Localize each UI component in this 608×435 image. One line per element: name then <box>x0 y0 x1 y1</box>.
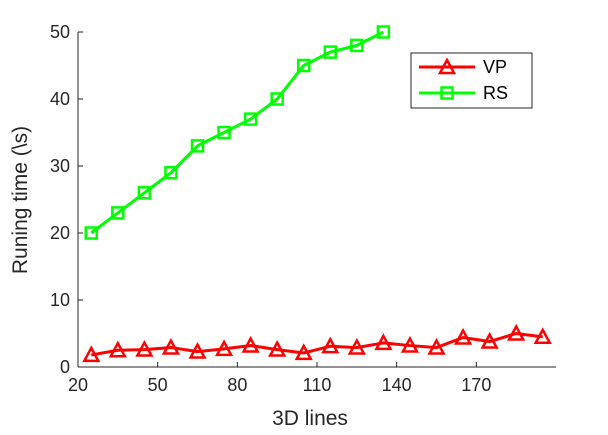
data-point <box>164 165 178 180</box>
series-line <box>90 30 385 235</box>
y-tick-label: 30 <box>50 156 70 176</box>
data-point <box>296 58 311 73</box>
x-tick-label: 110 <box>303 375 332 395</box>
data-point <box>241 335 260 353</box>
data-point <box>323 45 338 59</box>
legend-box <box>410 52 533 109</box>
data-point <box>400 335 420 353</box>
x-tick-label: 80 <box>227 375 247 395</box>
y-tick-label: 20 <box>50 223 70 243</box>
data-point <box>84 226 99 240</box>
data-point <box>270 92 284 106</box>
data-point <box>188 341 207 359</box>
y-tick-label: 40 <box>50 89 70 109</box>
data-point <box>480 331 499 349</box>
x-tick-label: 140 <box>382 375 412 395</box>
data-point <box>190 139 205 153</box>
data-point <box>214 339 234 357</box>
data-point <box>268 339 287 357</box>
data-point <box>427 337 446 355</box>
y-tick-label: 10 <box>50 290 70 310</box>
data-point <box>111 206 125 220</box>
data-point <box>533 327 552 345</box>
data-point <box>108 340 127 358</box>
data-point <box>294 343 313 361</box>
data-point <box>217 125 231 140</box>
data-point <box>243 112 258 126</box>
legend: VP RS <box>410 52 533 109</box>
legend-marker <box>437 57 457 75</box>
series-rs <box>84 25 391 240</box>
axes: 20 50 80 110 140 170 0 10 20 30 40 50 <box>50 22 556 395</box>
series-vp <box>82 323 552 363</box>
data-point <box>321 336 340 354</box>
legend-marker <box>440 86 454 100</box>
y-tick-label: 0 <box>60 357 70 377</box>
x-axis-label: 3D lines <box>272 407 348 430</box>
data-point <box>137 186 152 200</box>
data-point <box>374 333 393 351</box>
data-point <box>347 337 366 355</box>
series-layer <box>82 25 552 363</box>
data-point <box>161 337 181 355</box>
data-point <box>453 327 473 345</box>
x-tick-label: 170 <box>461 375 491 395</box>
y-axis-label: Runing time (\s) <box>9 126 32 274</box>
data-point <box>82 345 101 363</box>
y-tick-label: 50 <box>50 22 70 42</box>
x-tick-label: 20 <box>68 375 88 395</box>
legend-label: VP <box>483 57 507 77</box>
series-line <box>91 331 543 357</box>
legend-label: RS <box>483 83 508 103</box>
data-point <box>507 323 526 341</box>
x-tick-label: 50 <box>148 375 168 395</box>
data-point <box>350 38 364 53</box>
data-point <box>135 339 154 357</box>
data-point <box>376 25 391 39</box>
